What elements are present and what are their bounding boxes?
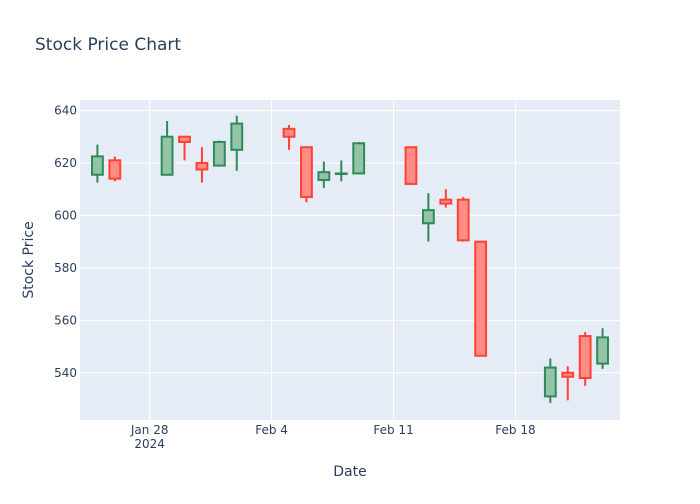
candle-decreasing [404, 146, 418, 185]
candle-increasing [334, 160, 348, 182]
candle-body [543, 366, 557, 398]
candle-decreasing [578, 332, 592, 386]
candle-body [439, 198, 453, 205]
candle-decreasing [108, 156, 122, 182]
y-tick-label: 600 [54, 208, 77, 222]
candles [91, 115, 609, 403]
candle-body [91, 155, 104, 176]
candle-increasing [421, 193, 435, 242]
candle-body [352, 142, 366, 175]
candle-decreasing [439, 189, 453, 208]
x-tick-label: Jan 28 [130, 423, 169, 437]
y-tick-label: 560 [54, 313, 77, 327]
candle-body [404, 146, 418, 185]
candle-decreasing [195, 147, 209, 183]
candle-body [282, 127, 296, 138]
candle-body [317, 171, 331, 182]
candle-body [108, 159, 122, 180]
candle-body [195, 161, 209, 171]
y-tick-label: 620 [54, 156, 77, 170]
candle-body [456, 198, 470, 242]
candle-decreasing [300, 146, 313, 203]
candle-decreasing [561, 366, 575, 401]
candle-body [561, 371, 575, 378]
candle-increasing [317, 161, 331, 188]
candle-increasing [212, 140, 226, 167]
candle-body [421, 209, 435, 225]
chart-title: Stock Price Chart [35, 35, 181, 55]
candle-body [578, 335, 592, 380]
candle-increasing [352, 141, 366, 175]
candle-decreasing [456, 197, 470, 242]
candle-decreasing [178, 135, 191, 161]
candle-body [160, 135, 174, 176]
candle-increasing [230, 115, 244, 171]
candle-increasing [543, 358, 557, 403]
candle-decreasing [282, 124, 296, 150]
y-tick-label: 540 [54, 366, 77, 380]
candle-decreasing [474, 240, 488, 357]
y-tick-label: 580 [54, 261, 77, 275]
candle-increasing [596, 328, 609, 369]
candle-body [212, 140, 226, 167]
candle-increasing [160, 120, 174, 176]
candle-body [300, 146, 313, 199]
x-tick-label: Feb 18 [495, 423, 535, 437]
candle-body [596, 336, 609, 365]
x-tick-label: Feb 4 [255, 423, 288, 437]
candle-body [230, 122, 244, 151]
y-axis-label: Stock Price [21, 221, 37, 298]
candle-increasing [91, 144, 104, 183]
candle-body [474, 240, 488, 357]
x-axis-label: Date [333, 464, 366, 480]
y-tick-label: 640 [54, 103, 77, 117]
candle-body [334, 172, 348, 176]
x-tick-sublabel: 2024 [134, 437, 165, 451]
candle-body [178, 135, 191, 143]
x-tick-label: Feb 11 [373, 423, 413, 437]
y-axis-ticks: 540 560 580 600 620 640 [54, 103, 77, 379]
